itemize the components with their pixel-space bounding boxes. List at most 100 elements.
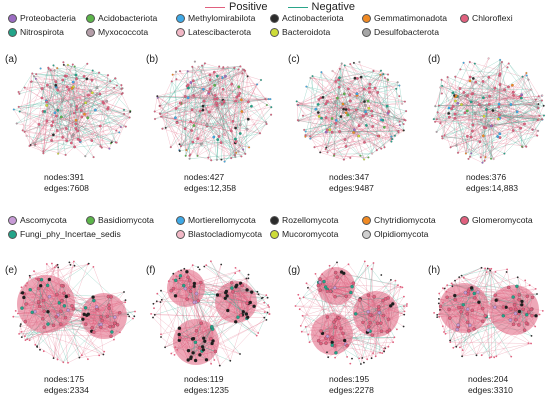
stats-h: nodes:204 edges:3310 [468,374,513,396]
circle-icon [86,27,95,37]
legend-item-latescibacterota: Latescibacterota [176,27,270,37]
nodes-count: nodes:376 [466,172,507,182]
legend-item-proteobacteria: Proteobacteria [8,13,86,23]
legend-label: Myxococcota [98,27,149,37]
nodes [12,61,132,159]
circle-icon [270,229,279,239]
negative-legend-item: Negative [287,1,355,13]
legend-label: Actinobacteriota [282,13,344,23]
edges [433,58,545,163]
edges-count: edges:2278 [329,385,374,395]
legend-label: Ascomycota [20,215,67,225]
legend-label: Basidiomycota [98,215,154,225]
circle-icon [362,229,371,239]
circle-icon [8,229,17,239]
panel-label-f: (f) [146,265,156,276]
nodes-count: nodes:195 [329,374,370,384]
legend-label: Blastocladiomycota [188,229,263,239]
legend-label: Fungi_phy_Incertae_sedis [20,229,121,239]
edges [437,267,543,358]
legend-item-nitrospirota: Nitrospirota [8,27,86,37]
nodes-count: nodes:119 [184,374,224,384]
stats-f: nodes:119 edges:1235 [184,374,229,396]
edges-count: edges:7608 [44,183,89,193]
edges-count: edges:12,358 [184,183,237,193]
nodes [433,266,544,359]
edges-count: edges:1235 [184,385,229,395]
legend-item-bacteroidota: Bacteroidota [270,27,362,37]
nodes [12,260,136,364]
network-graph-g [294,260,408,365]
circle-icon [8,215,17,225]
legend-label: Chytridiomycota [374,215,436,225]
legend-label: Proteobacteria [20,13,76,23]
edges [154,63,272,162]
panel-label-b: (b) [146,54,159,65]
nodes-count: nodes:204 [468,374,509,384]
legend-item-chloroflexi: Chloroflexi [460,13,513,23]
circle-icon [362,215,371,225]
edges-count: edges:2334 [44,385,89,395]
negative-label: Negative [311,1,355,13]
nodes [432,57,545,164]
stats-g: nodes:195 edges:2278 [329,374,374,396]
legend-label: Glomeromycota [472,215,533,225]
legend-item-basidiomycota: Basidiomycota [86,215,176,225]
panel-label-h: (h) [428,265,441,276]
bacteria-legend-row-2: Nitrospirota Myxococcota Latescibacterot… [8,27,439,37]
legend-label: Olpidiomycota [374,229,429,239]
legend-item-blastocladiomycota: Blastocladiomycota [176,229,270,239]
network-graph-c [295,61,408,161]
positive-line-icon [205,6,225,8]
edges-count: edges:3310 [468,385,513,395]
edge-legend: Positive Negative [205,1,355,13]
stats-e: nodes:175 edges:2334 [44,374,89,396]
circle-icon [362,27,371,37]
nodes [153,60,273,163]
legend-item-ascomycota: Ascomycota [8,215,86,225]
edges [296,61,407,160]
legend-item-fungi-incertae-sedis: Fungi_phy_Incertae_sedis [8,229,176,239]
network-graph-f [150,260,271,367]
legend-label: Bacteroidota [282,27,331,37]
legend-item-rozellomycota: Rozellomycota [270,215,362,225]
circle-icon [460,13,469,23]
circle-icon [270,215,279,225]
panel-label-g: (g) [288,265,301,276]
nodes [294,260,408,365]
circle-icon [8,13,17,23]
legend-item-olpidiomycota: Olpidiomycota [362,229,428,239]
legend-label: Mucoromycota [282,229,339,239]
legend-label: Gemmatimonadota [374,13,448,23]
legend-label: Acidobacteriota [98,13,158,23]
legend-item-actinobacteriota: Actinobacteriota [270,13,362,23]
negative-line-icon [287,6,308,8]
circle-icon [86,13,95,23]
circle-icon [176,27,185,37]
legend-label: Methylomirabilota [188,13,256,23]
stats-a: nodes:391 edges:7608 [44,172,89,194]
fungi-legend-row-1: Ascomycota Basidiomycota Mortierellomyco… [8,215,533,225]
network-graph-b [153,60,273,163]
legend-item-chytridiomycota: Chytridiomycota [362,215,460,225]
nodes-count: nodes:175 [44,374,85,384]
nodes [295,61,408,161]
circle-icon [176,215,185,225]
nodes-count: nodes:391 [44,172,85,182]
panel-label-d: (d) [428,54,441,65]
circle-icon [176,229,185,239]
legend-item-mortierellomycota: Mortierellomycota [176,215,270,225]
circle-icon [86,215,95,225]
legend-label: Nitrospirota [20,27,64,37]
legend-item-glomeromycota: Glomeromycota [460,215,533,225]
nodes-count: nodes:427 [184,172,225,182]
circle-icon [176,13,185,23]
stats-c: nodes:347 edges:9487 [329,172,374,194]
bacteria-legend-row-1: Proteobacteria Acidobacteriota Methylomi… [8,13,513,23]
panel-label-c: (c) [288,54,300,65]
nodes [150,260,271,367]
edges [151,261,270,366]
panel-label-e: (e) [5,265,18,276]
legend-label: Mortierellomycota [188,215,256,225]
nodes-count: nodes:347 [329,172,370,182]
